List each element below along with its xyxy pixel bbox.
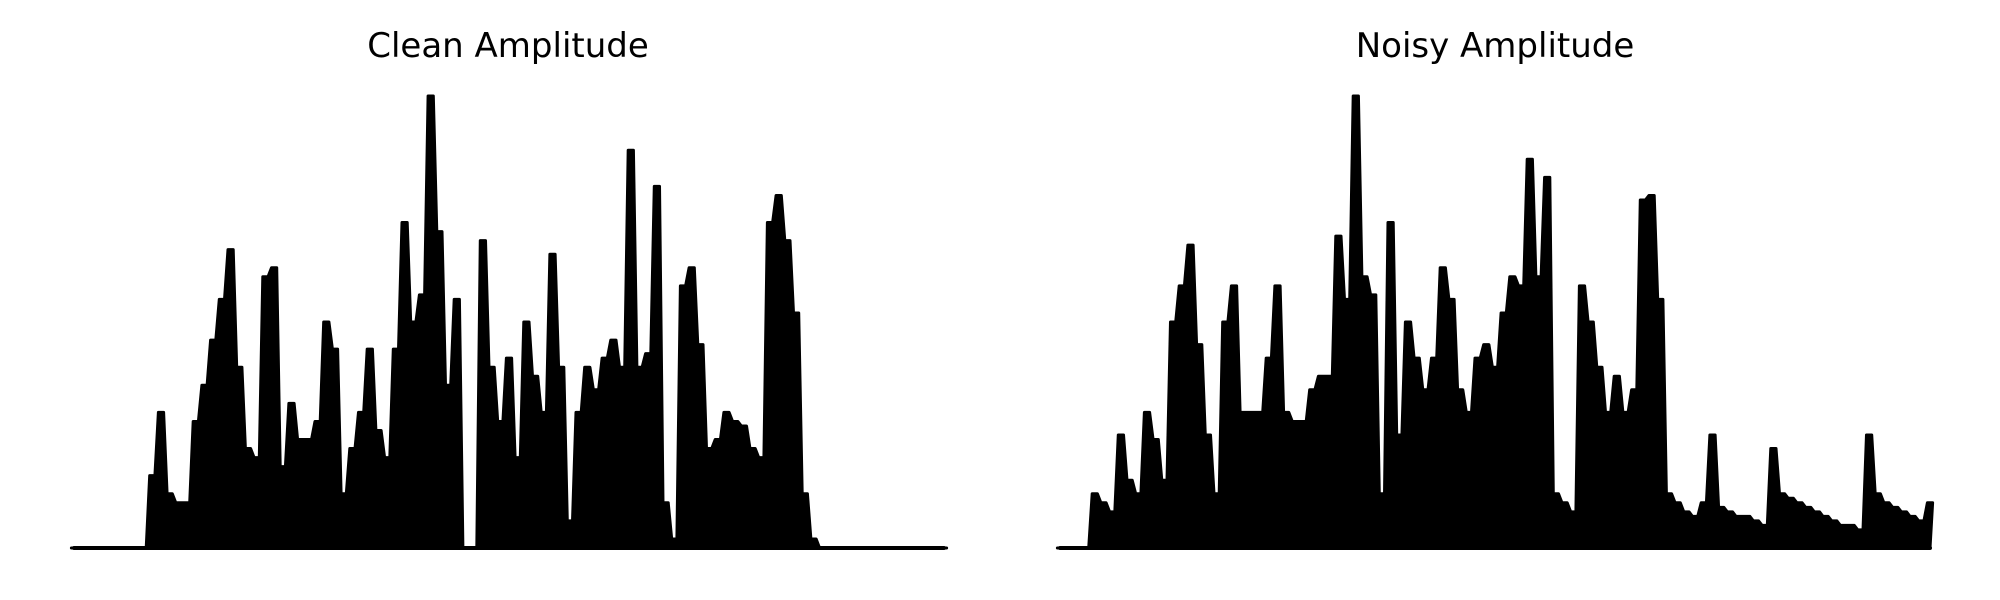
noisy-amplitude-plot [1055, 94, 1935, 550]
clean-amplitude-panel: Clean Amplitude [69, 26, 949, 550]
clean-amplitude-title: Clean Amplitude [367, 26, 649, 66]
clean-amplitude-envelope [69, 94, 949, 550]
noisy-amplitude-panel: Noisy Amplitude [1055, 26, 1935, 550]
noisy-amplitude-envelope [1055, 94, 1935, 550]
clean-amplitude-plot [69, 94, 949, 550]
noisy-amplitude-title: Noisy Amplitude [1356, 26, 1635, 66]
